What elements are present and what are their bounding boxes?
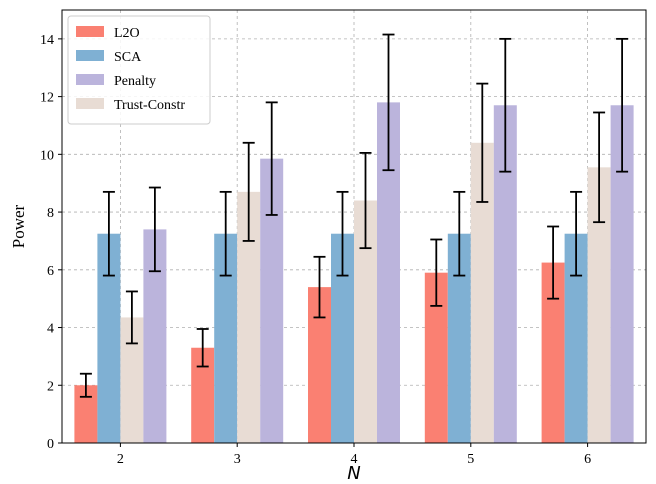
x-ticks: 2 3 4 5 6 <box>117 443 591 467</box>
legend-swatch <box>76 26 104 37</box>
bar-trust-constr <box>354 200 377 443</box>
bar-sca <box>214 233 238 443</box>
legend-label: Trust-Constr <box>114 98 185 113</box>
bar-l2o <box>74 385 98 443</box>
y-tick-label: 12 <box>40 91 54 106</box>
legend-label: Penalty <box>114 74 156 89</box>
bar-trust-constr <box>120 317 144 443</box>
y-tick-label: 8 <box>47 206 54 221</box>
y-tick-label: 6 <box>47 264 54 279</box>
x-tick-label: 3 <box>234 452 241 467</box>
y-tick-label: 10 <box>40 148 54 163</box>
bar-penalty <box>377 102 400 443</box>
bar-sca <box>97 233 121 443</box>
bar-trust-constr <box>587 167 611 443</box>
bar-penalty <box>493 105 517 443</box>
bar-l2o <box>191 347 215 443</box>
x-tick-label: 4 <box>351 452 358 467</box>
legend-label: SCA <box>114 50 142 65</box>
y-ticks: 0 2 4 6 8 10 12 14 <box>40 33 62 452</box>
legend-swatch <box>76 50 104 61</box>
bar-l2o <box>541 262 565 443</box>
y-tick-label: 2 <box>47 379 54 394</box>
legend-label: L2O <box>114 26 140 41</box>
x-axis-label: N <box>347 463 360 484</box>
bar-sca <box>447 233 471 443</box>
bar-penalty <box>260 158 284 443</box>
x-tick-label: 2 <box>117 452 124 467</box>
y-axis-label: Power <box>9 204 28 248</box>
x-tick-label: 5 <box>467 452 474 467</box>
bars <box>74 102 634 443</box>
error-bars <box>79 33 629 398</box>
bar-penalty <box>610 105 634 443</box>
bar-penalty <box>143 229 167 443</box>
y-tick-label: 14 <box>40 33 54 48</box>
legend: L2O SCA Penalty Trust-Constr <box>67 15 211 125</box>
bar-trust-constr <box>470 142 494 443</box>
bar-sca <box>564 233 588 443</box>
bar-l2o <box>424 272 448 443</box>
y-tick-label: 4 <box>47 322 54 337</box>
bar-sca <box>331 233 354 443</box>
y-tick-label: 0 <box>47 437 54 452</box>
legend-swatch <box>76 98 104 109</box>
legend-box <box>67 15 211 125</box>
legend-swatch <box>76 74 104 85</box>
x-tick-label: 6 <box>584 452 591 467</box>
bar-trust-constr <box>237 191 261 443</box>
bar-l2o <box>308 287 331 443</box>
